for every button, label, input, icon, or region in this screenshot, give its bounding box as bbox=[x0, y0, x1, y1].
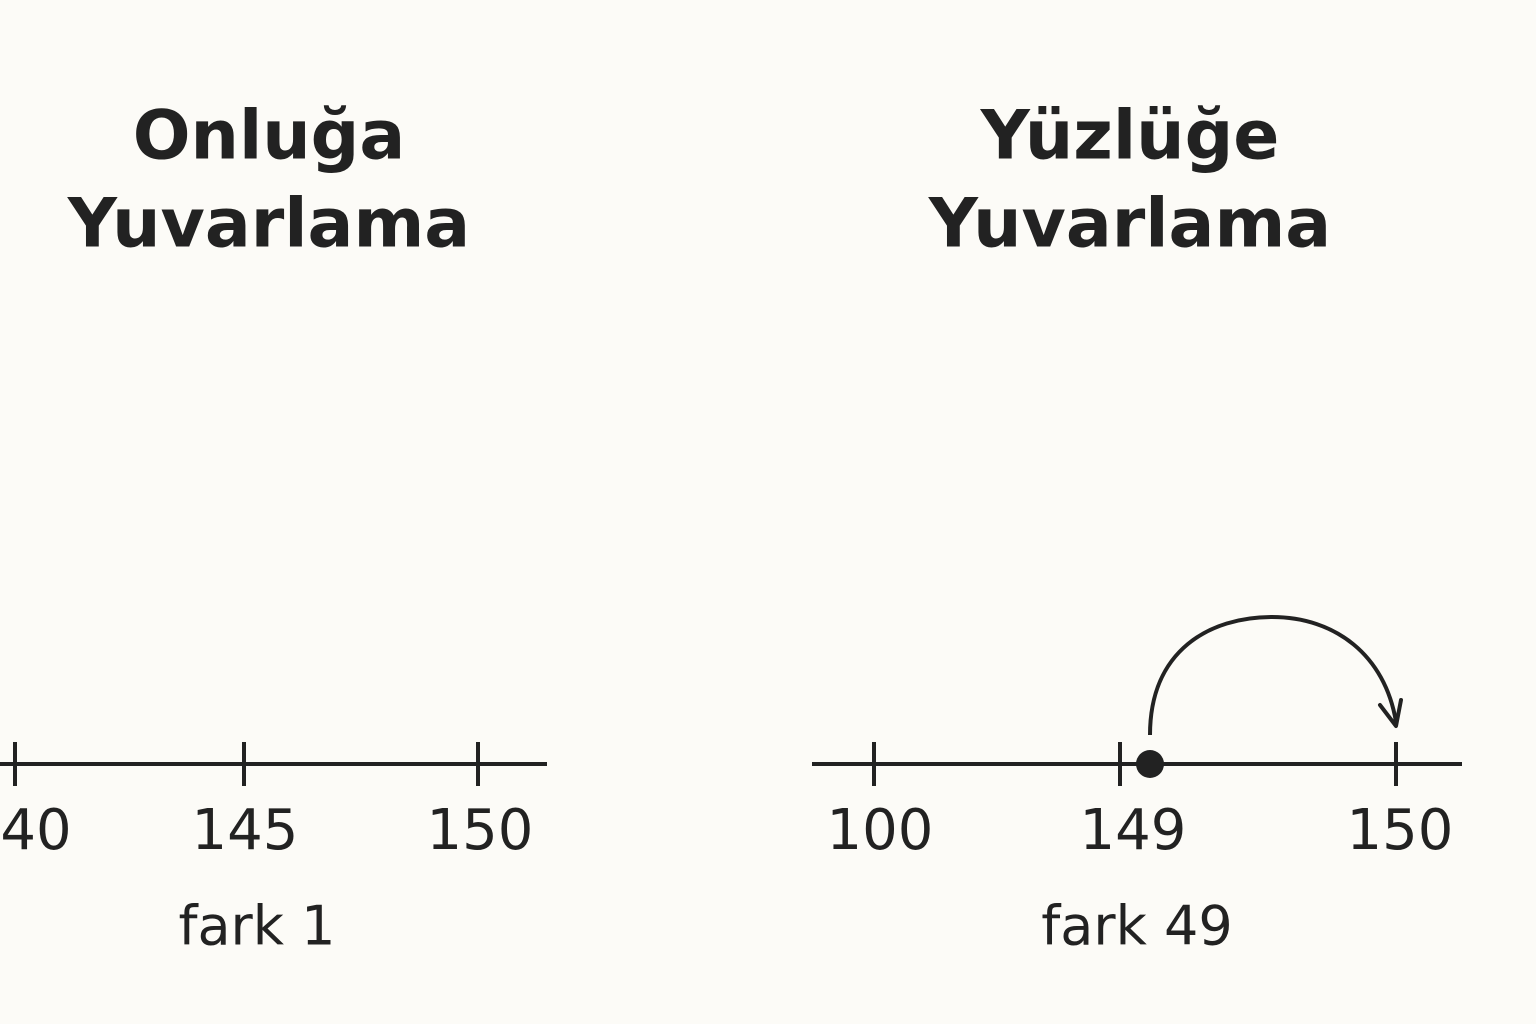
jump-arrow bbox=[1148, 614, 1398, 736]
caption: fark 1 bbox=[178, 895, 335, 958]
title: Yüzlüğe bbox=[980, 97, 1280, 176]
tick-label: 40 bbox=[0, 798, 71, 863]
title: Yuvarlama bbox=[928, 185, 1331, 264]
arrow-head bbox=[1378, 698, 1403, 728]
tick-label: 100 bbox=[827, 798, 934, 863]
caption: fark 49 bbox=[1041, 895, 1232, 958]
tick-label: 150 bbox=[1347, 798, 1454, 863]
tick-label: 149 bbox=[1080, 798, 1187, 863]
title: Yuvarlama bbox=[67, 185, 470, 264]
tick-label: 145 bbox=[192, 798, 299, 863]
point bbox=[1136, 750, 1164, 778]
tick-label: 150 bbox=[427, 798, 534, 863]
title: Onluğa bbox=[133, 97, 406, 176]
